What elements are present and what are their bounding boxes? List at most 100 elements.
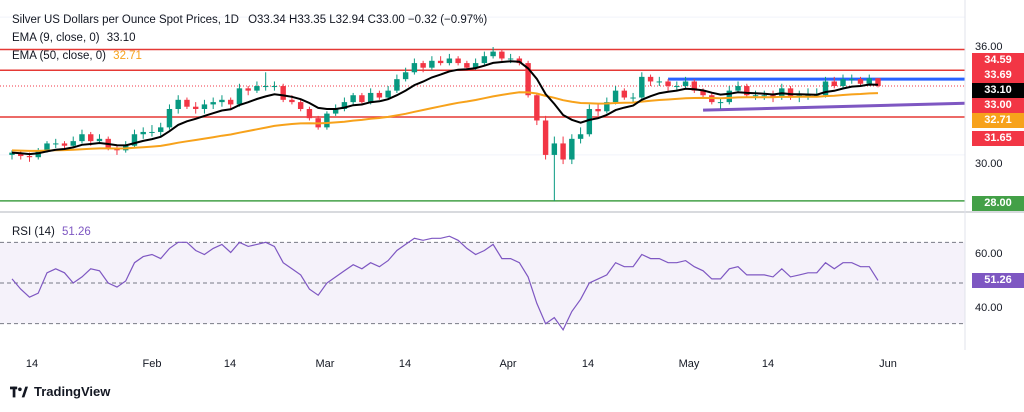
candle[interactable] xyxy=(551,136,558,201)
candle[interactable] xyxy=(350,92,356,105)
candle[interactable] xyxy=(534,92,540,126)
candle[interactable] xyxy=(227,97,234,109)
ema9-line xyxy=(11,60,879,156)
candle[interactable] xyxy=(18,150,24,160)
candle[interactable] xyxy=(446,53,453,66)
candle[interactable] xyxy=(831,76,837,89)
candle[interactable] xyxy=(849,74,855,84)
candle[interactable] xyxy=(665,79,671,91)
candle[interactable] xyxy=(420,60,426,73)
candle[interactable] xyxy=(402,67,409,82)
candle[interactable] xyxy=(9,150,15,160)
candle[interactable] xyxy=(271,81,278,91)
candle[interactable] xyxy=(630,92,636,103)
candle[interactable] xyxy=(857,76,864,87)
candle[interactable] xyxy=(359,92,365,105)
candle[interactable] xyxy=(245,86,251,96)
candle[interactable] xyxy=(70,136,76,149)
candle[interactable] xyxy=(429,56,435,70)
candle[interactable] xyxy=(647,74,654,87)
candle[interactable] xyxy=(481,51,488,66)
candle[interactable] xyxy=(726,86,733,105)
channel-lower xyxy=(703,101,966,112)
candle[interactable] xyxy=(752,90,759,100)
candle[interactable] xyxy=(560,136,566,165)
candle-body xyxy=(149,131,155,133)
candle[interactable] xyxy=(385,86,391,100)
candle[interactable] xyxy=(341,97,348,112)
candle-body xyxy=(525,63,531,96)
candle[interactable] xyxy=(455,56,461,66)
candle[interactable] xyxy=(192,102,199,114)
price-badge-34-59: 34.59 xyxy=(972,53,1024,68)
candle[interactable] xyxy=(822,76,829,98)
candle-body xyxy=(53,143,59,145)
candle[interactable] xyxy=(140,127,146,139)
candle[interactable] xyxy=(376,90,383,100)
time-label-mar-14: 14 xyxy=(398,358,412,370)
candle[interactable] xyxy=(175,95,181,114)
candle[interactable] xyxy=(280,83,286,103)
time-label-mar: Mar xyxy=(315,358,335,370)
candle[interactable] xyxy=(656,76,663,87)
candle-body xyxy=(324,113,330,128)
candle[interactable] xyxy=(96,134,103,144)
candle[interactable] xyxy=(621,88,628,100)
candle[interactable] xyxy=(123,141,129,153)
candle[interactable] xyxy=(166,104,173,130)
candle[interactable] xyxy=(53,138,59,149)
candle[interactable] xyxy=(219,95,225,107)
candle[interactable] xyxy=(114,145,120,155)
candle[interactable] xyxy=(595,104,601,116)
trend-channel xyxy=(668,77,966,112)
rsi-pane xyxy=(0,241,965,325)
candle[interactable] xyxy=(691,79,698,93)
candle[interactable] xyxy=(744,83,750,98)
rsi-label: RSI (14) xyxy=(12,226,55,238)
chart-title: Silver US Dollars per Ounce Spot Prices,… xyxy=(12,14,487,26)
candle[interactable] xyxy=(604,97,610,114)
candle[interactable] xyxy=(735,81,741,93)
candle[interactable] xyxy=(717,97,724,109)
candle[interactable] xyxy=(332,104,339,116)
candle[interactable] xyxy=(131,129,138,149)
candle[interactable] xyxy=(236,83,243,107)
candle[interactable] xyxy=(254,81,260,93)
rsi-line xyxy=(11,235,879,331)
candle[interactable] xyxy=(297,99,304,112)
price-tick-30: 30.00 xyxy=(975,158,1003,170)
candle[interactable] xyxy=(577,127,584,144)
candle[interactable] xyxy=(79,129,85,144)
rsi-legend: RSI (14) 51.26 xyxy=(12,226,91,238)
candle[interactable] xyxy=(394,74,400,93)
candle[interactable] xyxy=(840,74,846,89)
candle-body xyxy=(402,72,409,80)
rsi-legend-value: 51.26 xyxy=(62,226,91,238)
candle[interactable] xyxy=(437,56,444,66)
candle[interactable] xyxy=(761,90,767,100)
ema50-line xyxy=(11,91,879,152)
candle[interactable] xyxy=(184,97,190,109)
candle[interactable] xyxy=(639,72,645,100)
candle-body xyxy=(367,92,374,103)
candle-body xyxy=(875,78,881,87)
candle-body xyxy=(219,99,225,103)
candle[interactable] xyxy=(306,106,313,121)
candle[interactable] xyxy=(674,81,680,91)
candle[interactable] xyxy=(499,49,505,61)
candle[interactable] xyxy=(542,115,549,160)
candle[interactable] xyxy=(262,72,269,91)
ema9-value: 33.10 xyxy=(106,32,136,44)
candle[interactable] xyxy=(201,99,208,114)
candle[interactable] xyxy=(682,76,689,89)
candle[interactable] xyxy=(411,58,418,75)
candle[interactable] xyxy=(875,78,881,88)
candle[interactable] xyxy=(157,122,164,137)
candle[interactable] xyxy=(612,86,619,105)
candle[interactable] xyxy=(324,111,330,130)
candle[interactable] xyxy=(569,134,575,165)
candle[interactable] xyxy=(149,125,155,137)
candle[interactable] xyxy=(210,97,216,109)
candle[interactable] xyxy=(490,47,496,59)
